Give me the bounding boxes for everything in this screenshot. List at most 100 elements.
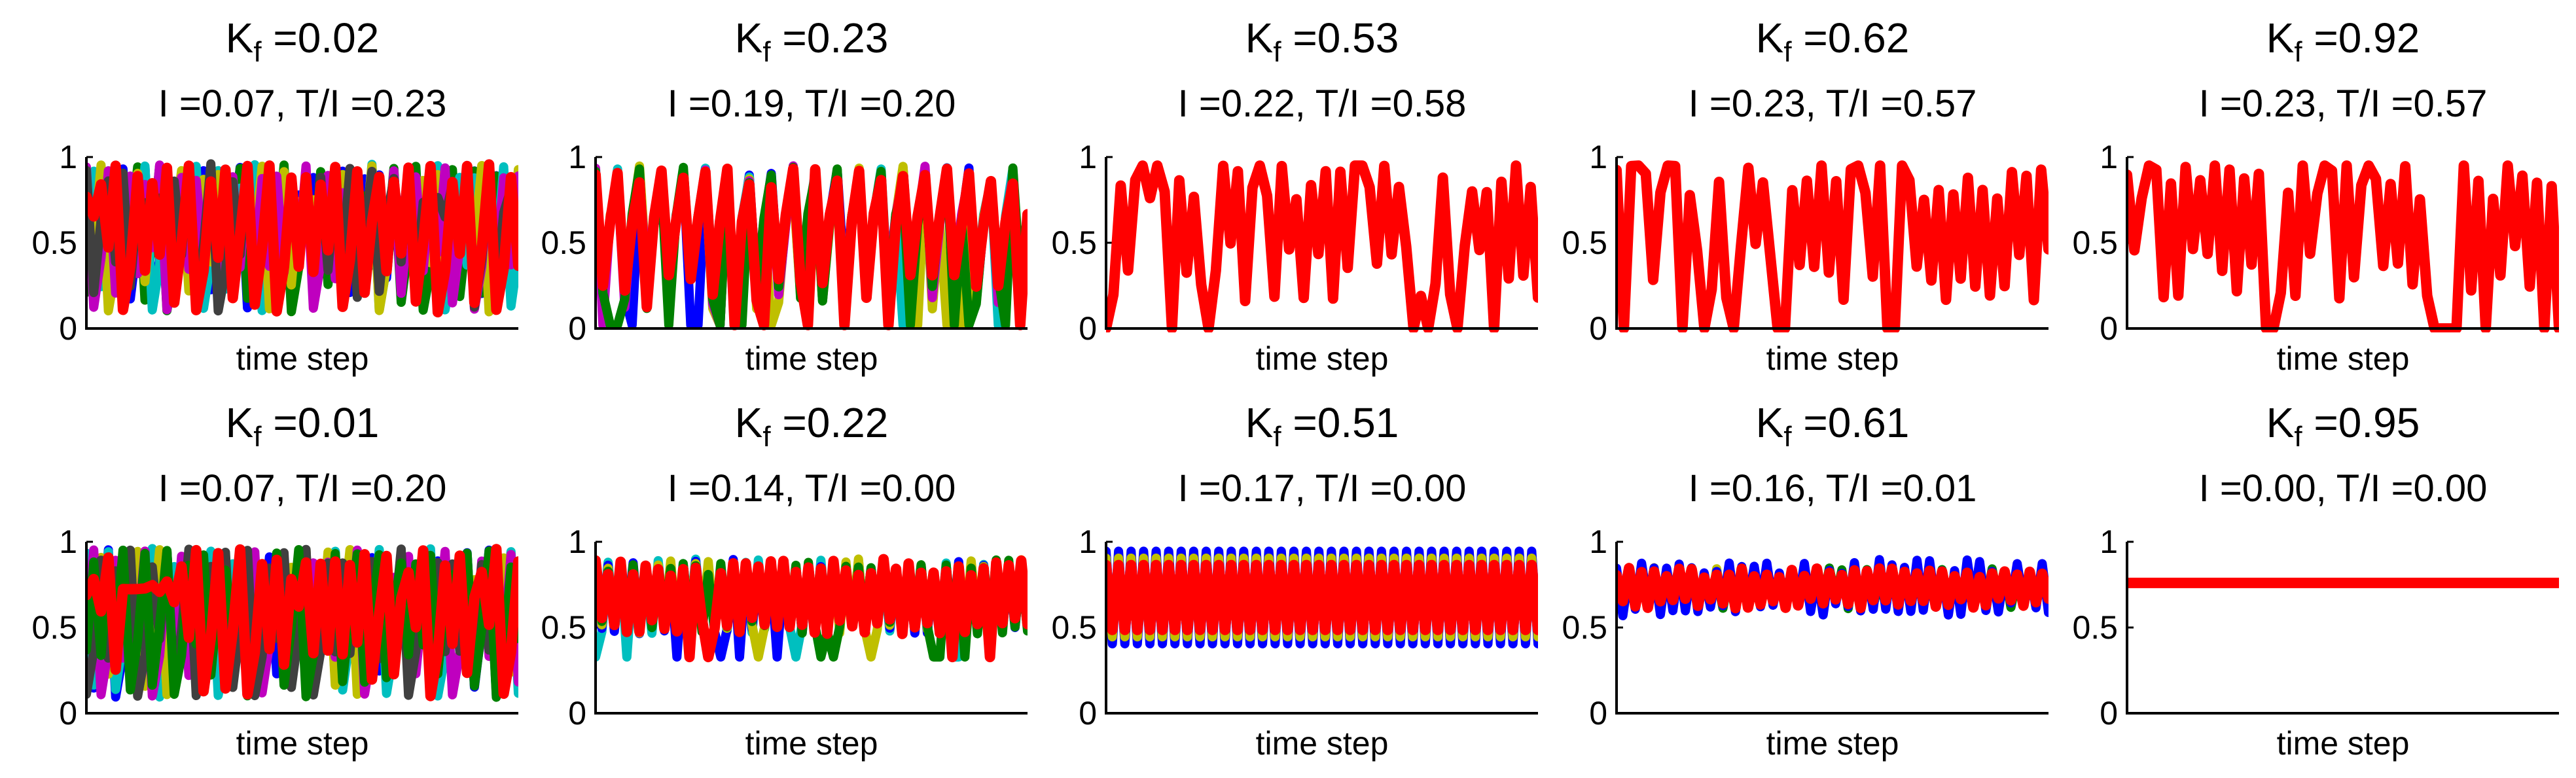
axes xyxy=(85,157,518,330)
title-k-base: K xyxy=(1245,14,1274,62)
subplot-title-stats: I =0.14, T/I =0.00 xyxy=(668,467,956,510)
axes xyxy=(594,542,1028,715)
title-k-value: =0.61 xyxy=(1792,399,1910,446)
subplot-5: Kf =0.92 I =0.23, T/I =0.57 0 0.5 1 time step xyxy=(2072,14,2559,377)
series-group xyxy=(86,544,518,702)
title-k-value: =0.51 xyxy=(1281,399,1399,446)
axes xyxy=(1615,157,2048,330)
y-tick-label: 0.5 xyxy=(541,609,586,646)
x-axis-label: time step xyxy=(236,725,369,762)
title-k-base: K xyxy=(735,399,763,446)
axes xyxy=(594,157,1028,330)
subplot-title-stats: I =0.23, T/I =0.57 xyxy=(1689,82,1977,125)
subplot-title-stats: I =0.17, T/I =0.00 xyxy=(1178,467,1467,510)
y-tick-label: 1 xyxy=(1589,523,1607,560)
series-line-red xyxy=(86,159,518,318)
series-line-red xyxy=(1617,160,2048,332)
title-k-base: K xyxy=(226,14,254,62)
axes xyxy=(85,542,518,715)
y-tick-label: 1 xyxy=(1079,523,1097,560)
subplot-8: Kf =0.51 I =0.17, T/I =0.00 0 0.5 1 time step xyxy=(1051,399,1538,762)
y-tick-label: 0 xyxy=(2100,695,2118,732)
y-tick-label: 1 xyxy=(1589,139,1607,175)
x-axis-label: time step xyxy=(745,725,878,762)
y-tick-label: 1 xyxy=(59,139,77,175)
series-group xyxy=(596,161,1028,330)
title-k-base: K xyxy=(226,399,254,446)
axes xyxy=(1615,542,2048,715)
title-k-base: K xyxy=(1756,399,1784,446)
title-k-subscript: f xyxy=(2294,36,2302,68)
subplot-title-k: Kf =0.23 xyxy=(735,14,889,68)
y-tick-label: 0 xyxy=(1079,310,1097,347)
y-tick-label: 0.5 xyxy=(2072,609,2118,646)
subplot-7: Kf =0.22 I =0.14, T/I =0.00 0 0.5 1 time step xyxy=(541,399,1028,762)
series-line-red xyxy=(596,554,1028,663)
series-line-red xyxy=(1106,559,1538,635)
x-axis-label: time step xyxy=(1256,725,1389,762)
subplot-title-stats: I =0.19, T/I =0.20 xyxy=(668,82,956,125)
subplot-title-k: Kf =0.95 xyxy=(2266,399,2420,453)
y-tick-label: 0.5 xyxy=(2072,224,2118,261)
y-tick-label: 0 xyxy=(568,695,586,732)
title-k-subscript: f xyxy=(762,421,771,453)
y-tick-label: 0 xyxy=(1589,310,1607,347)
title-k-subscript: f xyxy=(253,421,262,453)
subplot-title-stats: I =0.22, T/I =0.58 xyxy=(1178,82,1467,125)
title-k-subscript: f xyxy=(762,36,771,68)
subplot-title-k: Kf =0.62 xyxy=(1756,14,1910,68)
series-group xyxy=(1617,555,2048,620)
subplot-title-k: Kf =0.01 xyxy=(226,399,380,453)
title-k-subscript: f xyxy=(1783,36,1792,68)
title-k-base: K xyxy=(1756,14,1784,62)
subplot-title-k: Kf =0.92 xyxy=(2266,14,2420,68)
y-tick-label: 0.5 xyxy=(541,224,586,261)
title-k-base: K xyxy=(1245,399,1274,446)
y-tick-label: 1 xyxy=(59,523,77,560)
title-k-value: =0.92 xyxy=(2302,14,2420,62)
axes xyxy=(1105,157,1538,330)
subplot-title-stats: I =0.00, T/I =0.00 xyxy=(2199,467,2488,510)
title-k-value: =0.22 xyxy=(771,399,889,446)
title-k-value: =0.23 xyxy=(771,14,889,62)
series-group xyxy=(86,159,518,318)
title-k-subscript: f xyxy=(1273,36,1281,68)
y-tick-label: 1 xyxy=(568,139,586,175)
title-k-subscript: f xyxy=(2294,421,2302,453)
series-line-red xyxy=(2127,160,2559,332)
series-group xyxy=(596,554,1028,663)
x-axis-label: time step xyxy=(1766,340,1899,377)
series-group xyxy=(1106,160,1538,332)
y-tick-label: 1 xyxy=(1079,139,1097,175)
subplot-2: Kf =0.23 I =0.19, T/I =0.20 0 0.5 1 time step xyxy=(541,14,1028,377)
subplot-title-k: Kf =0.22 xyxy=(735,399,889,453)
y-tick-label: 0 xyxy=(1589,695,1607,732)
subplot-3: Kf =0.53 I =0.22, T/I =0.58 0 0.5 1 time step xyxy=(1051,14,1538,377)
y-tick-label: 0.5 xyxy=(1562,224,1607,261)
y-tick-label: 0.5 xyxy=(31,224,77,261)
y-tick-label: 1 xyxy=(568,523,586,560)
series-group xyxy=(2127,160,2559,332)
series-line-red xyxy=(1106,160,1538,332)
axes xyxy=(2126,542,2559,715)
y-tick-label: 0.5 xyxy=(1562,609,1607,646)
subplot-title-stats: I =0.23, T/I =0.57 xyxy=(2199,82,2488,125)
axes xyxy=(2126,157,2559,330)
title-k-base: K xyxy=(2266,399,2295,446)
x-axis-label: time step xyxy=(1766,725,1899,762)
y-tick-label: 0 xyxy=(568,310,586,347)
title-k-value: =0.01 xyxy=(262,399,380,446)
subplot-title-k: Kf =0.02 xyxy=(226,14,380,68)
x-axis-label: time step xyxy=(236,340,369,377)
y-tick-label: 0.5 xyxy=(1051,609,1097,646)
y-tick-label: 0 xyxy=(2100,310,2118,347)
subplot-title-stats: I =0.07, T/I =0.23 xyxy=(158,82,447,125)
y-tick-label: 0.5 xyxy=(31,609,77,646)
subplot-9: Kf =0.61 I =0.16, T/I =0.01 0 0.5 1 time step xyxy=(1562,399,2048,762)
x-axis-label: time step xyxy=(2277,725,2410,762)
title-k-value: =0.95 xyxy=(2302,399,2420,446)
y-tick-label: 0 xyxy=(1079,695,1097,732)
x-axis-label: time step xyxy=(1256,340,1389,377)
title-k-base: K xyxy=(2266,14,2295,62)
